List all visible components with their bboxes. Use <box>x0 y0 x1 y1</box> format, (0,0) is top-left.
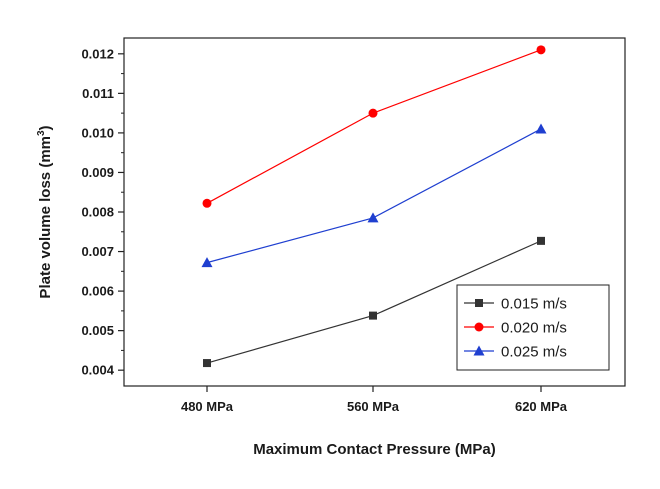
legend-label: 0.025 m/s <box>501 344 567 361</box>
data-point <box>202 198 212 208</box>
series-line <box>206 49 542 204</box>
legend: 0.015 m/s 0.020 m/s 0.025 m/s <box>456 284 610 371</box>
y-tick-label: 0.006 <box>81 284 114 299</box>
y-tick-label: 0.005 <box>81 323 114 338</box>
legend-marker <box>473 345 485 356</box>
y-tick-label: 0.012 <box>81 46 114 61</box>
y-tick-label: 0.010 <box>81 125 114 140</box>
y-axis-title: Plate volume loss (mm3) <box>36 125 54 298</box>
y-tick-label: 0.007 <box>81 244 114 259</box>
x-axis-title: Maximum Contact Pressure (MPa) <box>253 441 496 458</box>
x-tick-label: 620 MPa <box>515 399 568 414</box>
y-tick-label: 0.004 <box>81 363 114 378</box>
data-point <box>201 257 213 268</box>
data-point <box>203 359 211 368</box>
data-point <box>536 45 546 55</box>
data-point <box>368 108 378 118</box>
y-tick-label: 0.011 <box>82 86 114 101</box>
x-tick-label: 560 MPa <box>347 399 400 414</box>
series-line <box>206 128 542 264</box>
legend-label: 0.020 m/s <box>501 320 567 337</box>
legend-label: 0.015 m/s <box>501 296 567 313</box>
data-point <box>535 123 547 134</box>
y-tick-label: 0.008 <box>81 205 114 220</box>
legend-marker <box>474 322 484 332</box>
legend-marker <box>475 299 483 307</box>
data-point <box>537 236 545 245</box>
y-tick-label: 0.009 <box>81 165 114 180</box>
data-point <box>367 212 379 223</box>
data-point <box>369 311 377 320</box>
x-tick-label: 480 MPa <box>181 399 234 414</box>
